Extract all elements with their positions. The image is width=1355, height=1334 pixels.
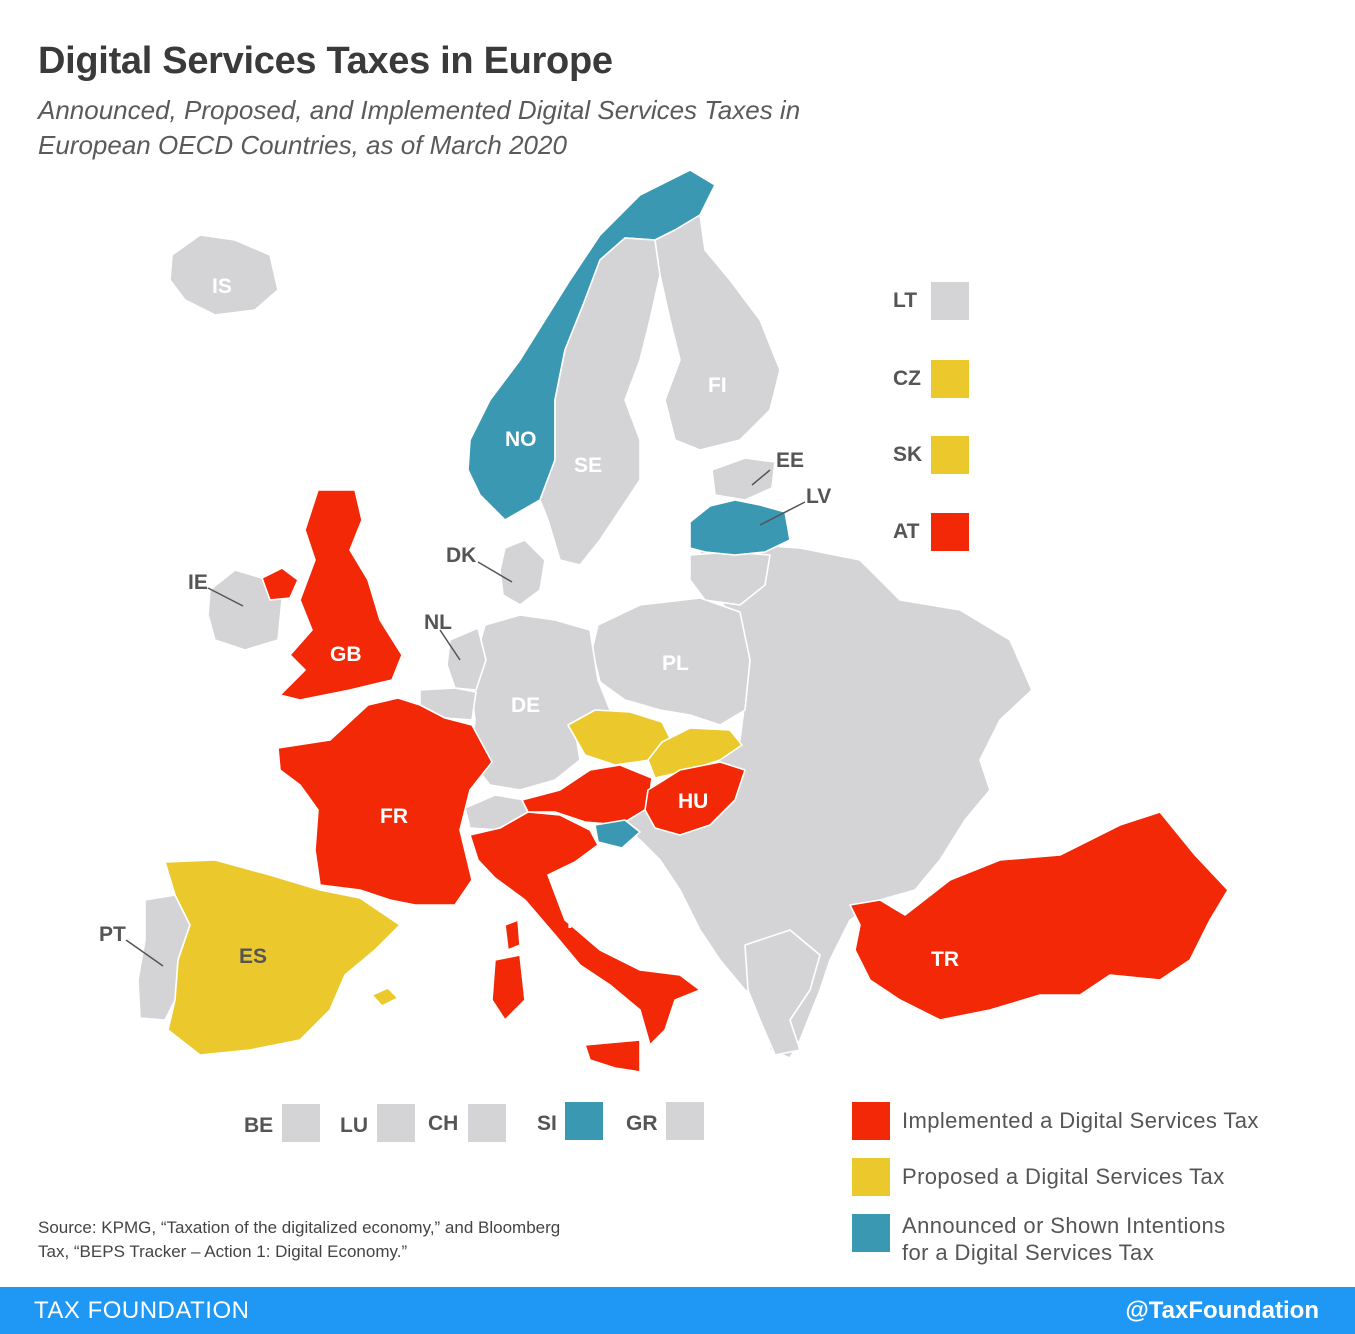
leader-lines bbox=[125, 469, 806, 967]
country-es bbox=[164, 859, 401, 1056]
country-fr-corsica bbox=[504, 919, 521, 951]
legend-item-proposed: Proposed a Digital Services Tax bbox=[852, 1158, 1225, 1196]
small-swatch-sk bbox=[931, 436, 969, 474]
small-swatch-be bbox=[282, 1104, 320, 1142]
label-dk: DK bbox=[446, 544, 476, 567]
country-ie bbox=[207, 569, 283, 651]
country-it-sicily bbox=[584, 1039, 641, 1073]
small-swatch-at bbox=[931, 513, 969, 551]
small-label-gr: GR bbox=[626, 1112, 658, 1135]
chart-title: Digital Services Taxes in Europe bbox=[38, 40, 613, 82]
country-fi bbox=[654, 214, 781, 451]
small-swatch-si bbox=[565, 1102, 603, 1140]
country-tr bbox=[849, 811, 1229, 1021]
country-hu bbox=[644, 761, 746, 836]
country-ee bbox=[711, 457, 776, 501]
label-es: ES bbox=[239, 945, 267, 968]
country-dk bbox=[499, 539, 546, 606]
small-swatch-ch bbox=[468, 1104, 506, 1142]
small-label-lt: LT bbox=[893, 289, 917, 312]
label-pt: PT bbox=[99, 923, 126, 946]
label-fi: FI bbox=[708, 374, 727, 397]
source-note: Source: KPMG, “Taxation of the digitaliz… bbox=[38, 1218, 561, 1261]
legend-label-proposed: Proposed a Digital Services Tax bbox=[902, 1164, 1225, 1189]
legend-item-implemented: Implemented a Digital Services Tax bbox=[852, 1102, 1259, 1140]
country-se bbox=[539, 237, 661, 566]
footer-org: TAX FOUNDATION bbox=[34, 1297, 250, 1324]
country-pl bbox=[591, 597, 751, 726]
label-hu: HU bbox=[678, 790, 708, 813]
small-label-be: BE bbox=[244, 1114, 273, 1137]
label-ee: EE bbox=[776, 449, 804, 472]
footer-handle[interactable]: @TaxFoundation bbox=[1125, 1297, 1319, 1324]
small-swatch-gr bbox=[666, 1102, 704, 1140]
small-label-at: AT bbox=[893, 520, 920, 543]
small-label-sk: SK bbox=[893, 443, 922, 466]
country-it-sardinia bbox=[491, 954, 526, 1021]
legend-label-announced: Announced or Shown Intentions for a Digi… bbox=[902, 1213, 1226, 1265]
small-label-cz: CZ bbox=[893, 367, 921, 390]
small-swatch-cz bbox=[931, 360, 969, 398]
small-swatch-lt bbox=[931, 282, 969, 320]
country-sk bbox=[647, 727, 743, 779]
label-ie: IE bbox=[188, 571, 208, 594]
footer-bar: TAX FOUNDATION @TaxFoundation bbox=[0, 1287, 1355, 1334]
legend-item-announced: Announced or Shown Intentions for a Digi… bbox=[852, 1213, 1226, 1266]
country-gr bbox=[744, 929, 821, 1056]
legend-label-implemented: Implemented a Digital Services Tax bbox=[902, 1108, 1259, 1133]
legend-swatch-announced bbox=[852, 1214, 890, 1252]
label-nl: NL bbox=[424, 611, 452, 634]
label-pl: PL bbox=[662, 652, 689, 675]
europe-map: IS NO SE FI EE LV DK IE GB NL DE PL FR H… bbox=[99, 169, 1229, 1142]
legend-swatch-proposed bbox=[852, 1158, 890, 1196]
label-de: DE bbox=[511, 694, 540, 717]
small-label-si: SI bbox=[537, 1112, 557, 1135]
label-no: NO bbox=[505, 428, 537, 451]
chart-subtitle: Announced, Proposed, and Implemented Dig… bbox=[38, 95, 801, 160]
small-label-ch: CH bbox=[428, 1112, 458, 1135]
country-is bbox=[169, 234, 279, 316]
small-label-lu: LU bbox=[340, 1114, 368, 1137]
country-fr bbox=[277, 697, 493, 906]
country-si bbox=[594, 819, 641, 849]
country-gb-ni bbox=[261, 567, 299, 601]
label-se: SE bbox=[574, 454, 602, 477]
country-lv bbox=[689, 499, 791, 556]
legend-swatch-implemented bbox=[852, 1102, 890, 1140]
country-es-balearic bbox=[371, 987, 399, 1007]
small-swatch-lu bbox=[377, 1104, 415, 1142]
label-fr: FR bbox=[380, 805, 408, 828]
label-it: IT bbox=[567, 910, 586, 933]
label-lv: LV bbox=[806, 485, 831, 508]
label-is: IS bbox=[212, 275, 232, 298]
country-gb bbox=[279, 489, 403, 701]
country-nl bbox=[446, 627, 487, 691]
country-it bbox=[469, 811, 701, 1046]
label-tr: TR bbox=[931, 948, 959, 971]
label-gb: GB bbox=[330, 643, 362, 666]
